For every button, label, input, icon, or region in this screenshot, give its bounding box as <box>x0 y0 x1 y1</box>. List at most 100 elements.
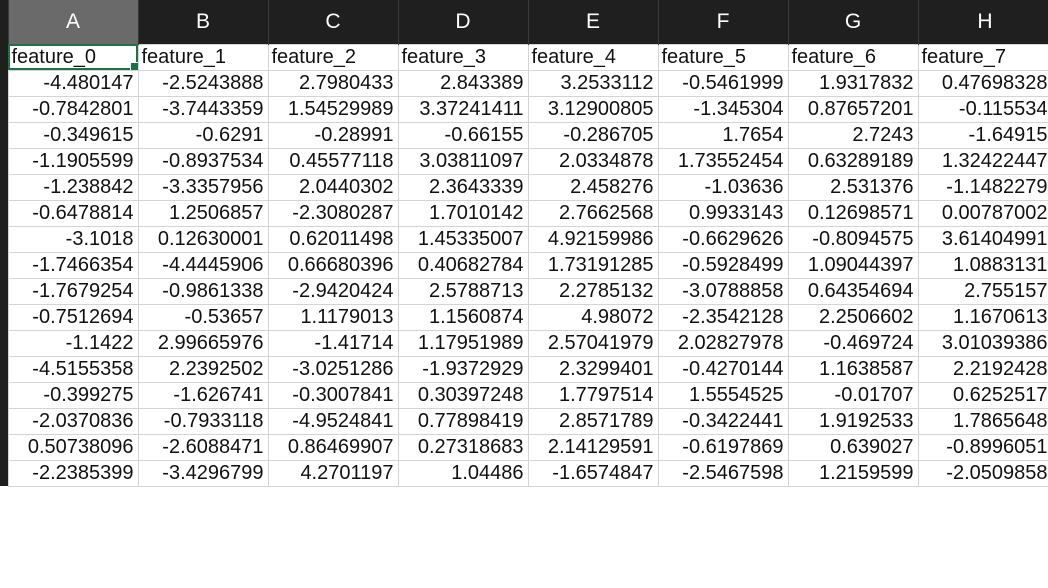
row-header[interactable] <box>0 356 8 382</box>
fill-handle[interactable] <box>129 61 137 69</box>
cell-g14[interactable]: -0.01707 <box>787 381 919 409</box>
cell-e13[interactable]: 2.3299401 <box>527 355 659 383</box>
cell-h15[interactable]: 1.7865648 <box>917 407 1048 435</box>
cell-b13[interactable]: 2.2392502 <box>137 355 269 383</box>
cell-f8[interactable]: -0.6629626 <box>657 225 789 253</box>
cell-c17[interactable]: 4.2701197 <box>267 459 399 487</box>
column-header-b[interactable]: B <box>137 0 269 44</box>
cell-f11[interactable]: -2.3542128 <box>657 303 789 331</box>
cell-g6[interactable]: 2.531376 <box>787 173 919 201</box>
cell-b9[interactable]: -4.4445906 <box>137 251 269 279</box>
cell-h2[interactable]: 0.47698328 <box>917 69 1048 97</box>
cell-h12[interactable]: 3.01039386 <box>917 329 1048 357</box>
cell-g9[interactable]: 1.09044397 <box>787 251 919 279</box>
cell-c16[interactable]: 0.86469907 <box>267 433 399 461</box>
cell-h3[interactable]: -0.115534 <box>917 95 1048 123</box>
row-header[interactable] <box>0 148 8 174</box>
cell-c12[interactable]: -1.41714 <box>267 329 399 357</box>
cell-a12[interactable]: -1.1422 <box>7 329 139 357</box>
cell-f7[interactable]: 0.9933143 <box>657 199 789 227</box>
column-header-f[interactable]: F <box>657 0 789 44</box>
cell-e10[interactable]: 2.2785132 <box>527 277 659 305</box>
cell-g3[interactable]: 0.87657201 <box>787 95 919 123</box>
cell-e5[interactable]: 2.0334878 <box>527 147 659 175</box>
cell-a5[interactable]: -1.1905599 <box>7 147 139 175</box>
cell-d11[interactable]: 1.1560874 <box>397 303 529 331</box>
cell-d2[interactable]: 2.843389 <box>397 69 529 97</box>
cell-d4[interactable]: -0.66155 <box>397 121 529 149</box>
cell-a6[interactable]: -1.238842 <box>7 173 139 201</box>
cell-c4[interactable]: -0.28991 <box>267 121 399 149</box>
column-header-c[interactable]: C <box>267 0 399 44</box>
cell-f14[interactable]: 1.5554525 <box>657 381 789 409</box>
cell-b16[interactable]: -2.6088471 <box>137 433 269 461</box>
cell-g4[interactable]: 2.7243 <box>787 121 919 149</box>
cell-a13[interactable]: -4.5155358 <box>7 355 139 383</box>
cell-h14[interactable]: 0.6252517 <box>917 381 1048 409</box>
cell-e16[interactable]: 2.14129591 <box>527 433 659 461</box>
cell-c13[interactable]: -3.0251286 <box>267 355 399 383</box>
cell-c3[interactable]: 1.54529989 <box>267 95 399 123</box>
cell-d10[interactable]: 2.5788713 <box>397 277 529 305</box>
row-header[interactable] <box>0 304 8 330</box>
cell-c7[interactable]: -2.3080287 <box>267 199 399 227</box>
cell-b7[interactable]: 1.2506857 <box>137 199 269 227</box>
column-header-g[interactable]: G <box>787 0 919 44</box>
cell-h11[interactable]: 1.1670613 <box>917 303 1048 331</box>
cell-h1[interactable]: feature_7 <box>917 43 1048 71</box>
cell-h5[interactable]: 1.32422447 <box>917 147 1048 175</box>
row-header[interactable] <box>0 70 8 96</box>
cell-c8[interactable]: 0.62011498 <box>267 225 399 253</box>
cell-b12[interactable]: 2.99665976 <box>137 329 269 357</box>
row-header[interactable] <box>0 382 8 408</box>
cell-d15[interactable]: 0.77898419 <box>397 407 529 435</box>
cell-g10[interactable]: 0.64354694 <box>787 277 919 305</box>
column-header-d[interactable]: D <box>397 0 529 44</box>
cell-e8[interactable]: 4.92159986 <box>527 225 659 253</box>
cell-a3[interactable]: -0.7842801 <box>7 95 139 123</box>
select-all-corner[interactable] <box>0 0 8 44</box>
cell-e17[interactable]: -1.6574847 <box>527 459 659 487</box>
cell-e1[interactable]: feature_4 <box>527 43 659 71</box>
cell-a9[interactable]: -1.7466354 <box>7 251 139 279</box>
cell-e14[interactable]: 1.7797514 <box>527 381 659 409</box>
cell-b8[interactable]: 0.12630001 <box>137 225 269 253</box>
cell-f5[interactable]: 1.73552454 <box>657 147 789 175</box>
cell-b10[interactable]: -0.9861338 <box>137 277 269 305</box>
cell-b15[interactable]: -0.7933118 <box>137 407 269 435</box>
cell-a1[interactable]: feature_0 <box>7 43 139 71</box>
cell-h17[interactable]: -2.0509858 <box>917 459 1048 487</box>
cell-d8[interactable]: 1.45335007 <box>397 225 529 253</box>
cell-e15[interactable]: 2.8571789 <box>527 407 659 435</box>
cell-b14[interactable]: -1.626741 <box>137 381 269 409</box>
cell-b11[interactable]: -0.53657 <box>137 303 269 331</box>
cell-a17[interactable]: -2.2385399 <box>7 459 139 487</box>
row-header[interactable] <box>0 96 8 122</box>
cell-a16[interactable]: 0.50738096 <box>7 433 139 461</box>
cell-b17[interactable]: -3.4296799 <box>137 459 269 487</box>
cell-a8[interactable]: -3.1018 <box>7 225 139 253</box>
cell-g13[interactable]: 1.1638587 <box>787 355 919 383</box>
cell-h16[interactable]: -0.8996051 <box>917 433 1048 461</box>
cell-g8[interactable]: -0.8094575 <box>787 225 919 253</box>
cell-f9[interactable]: -0.5928499 <box>657 251 789 279</box>
cell-e6[interactable]: 2.458276 <box>527 173 659 201</box>
cell-f4[interactable]: 1.7654 <box>657 121 789 149</box>
cell-c11[interactable]: 1.1179013 <box>267 303 399 331</box>
row-header[interactable] <box>0 330 8 356</box>
row-header[interactable] <box>0 252 8 278</box>
cell-c1[interactable]: feature_2 <box>267 43 399 71</box>
row-header[interactable] <box>0 408 8 434</box>
row-header[interactable] <box>0 460 8 486</box>
cell-e11[interactable]: 4.98072 <box>527 303 659 331</box>
cell-e12[interactable]: 2.57041979 <box>527 329 659 357</box>
cell-f16[interactable]: -0.6197869 <box>657 433 789 461</box>
cell-a7[interactable]: -0.6478814 <box>7 199 139 227</box>
row-header[interactable] <box>0 434 8 460</box>
cell-g2[interactable]: 1.9317832 <box>787 69 919 97</box>
cell-g15[interactable]: 1.9192533 <box>787 407 919 435</box>
column-header-e[interactable]: E <box>527 0 659 44</box>
cell-f3[interactable]: -1.345304 <box>657 95 789 123</box>
row-header[interactable] <box>0 200 8 226</box>
